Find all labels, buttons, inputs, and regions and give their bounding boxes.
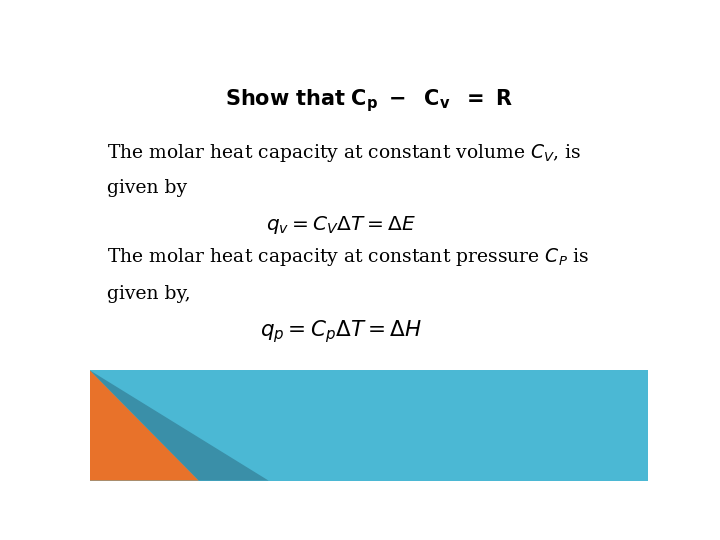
Text: $q_p = C_p \Delta T = \Delta H$: $q_p = C_p \Delta T = \Delta H$ bbox=[260, 319, 422, 345]
Text: given by: given by bbox=[107, 179, 187, 197]
Text: given by,: given by, bbox=[107, 285, 190, 303]
Polygon shape bbox=[90, 370, 199, 481]
Text: $\bf{Show\ that\ C_p\ -\ \ C_v\ \ =\ R}$: $\bf{Show\ that\ C_p\ -\ \ C_v\ \ =\ R}$ bbox=[225, 87, 513, 114]
Polygon shape bbox=[90, 370, 269, 481]
Text: The molar heat capacity at constant pressure $C_P$ is: The molar heat capacity at constant pres… bbox=[107, 246, 589, 268]
Text: $q_v = C_V \Delta T = \Delta E$: $q_v = C_V \Delta T = \Delta E$ bbox=[266, 214, 416, 237]
Text: The molar heat capacity at constant volume $C_V$, is: The molar heat capacity at constant volu… bbox=[107, 141, 581, 164]
Polygon shape bbox=[90, 370, 648, 481]
